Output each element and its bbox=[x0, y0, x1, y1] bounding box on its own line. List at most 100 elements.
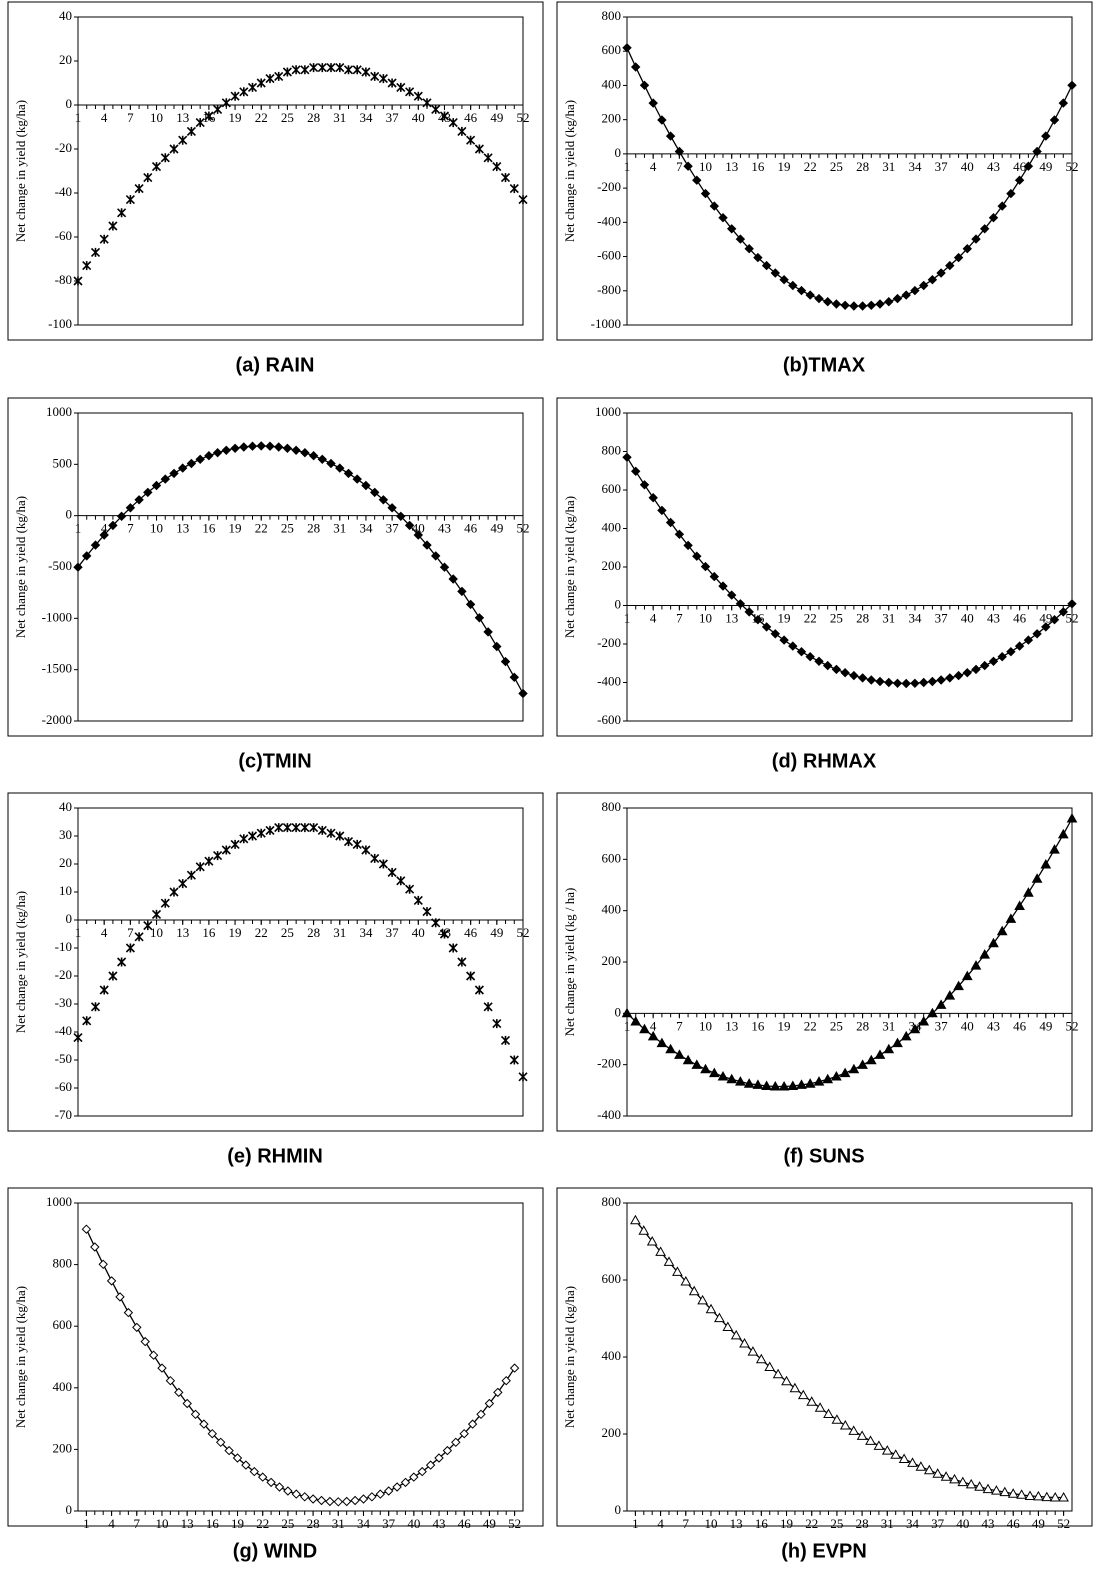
y-tick-label: 1000 bbox=[46, 404, 72, 419]
data-point bbox=[797, 1389, 809, 1400]
data-point bbox=[291, 1489, 302, 1499]
data-point bbox=[325, 1496, 335, 1507]
data-point bbox=[779, 635, 789, 645]
data-point bbox=[979, 224, 990, 234]
data-point bbox=[813, 1076, 825, 1086]
data-point bbox=[849, 670, 859, 681]
data-point bbox=[744, 607, 754, 617]
x-tick-label: 16 bbox=[751, 1018, 765, 1033]
x-tick-label: 4 bbox=[650, 1018, 657, 1033]
data-point bbox=[73, 562, 83, 572]
x-tick-label: 13 bbox=[181, 1516, 194, 1531]
data-point bbox=[282, 443, 293, 454]
x-tick-label: 25 bbox=[281, 1516, 294, 1531]
data-point bbox=[1049, 115, 1060, 125]
data-point bbox=[422, 540, 432, 550]
y-tick-label: 500 bbox=[53, 455, 73, 470]
data-point bbox=[646, 1235, 658, 1246]
chart-title: (h) EVPN bbox=[781, 1540, 867, 1562]
data-point bbox=[953, 980, 964, 991]
data-point bbox=[151, 162, 162, 172]
data-point bbox=[466, 971, 476, 981]
data-point bbox=[239, 87, 249, 97]
data-point bbox=[1014, 641, 1025, 651]
data-point bbox=[116, 511, 127, 522]
y-axis-label: Net change in yield (kg/ha) bbox=[562, 1286, 577, 1428]
data-point bbox=[483, 153, 493, 163]
data-point bbox=[1049, 614, 1060, 625]
x-tick-label: 49 bbox=[1039, 159, 1052, 174]
data-point bbox=[648, 98, 658, 108]
data-point bbox=[910, 285, 920, 296]
chart-title: (d) RHMAX bbox=[772, 750, 877, 772]
data-point bbox=[422, 907, 432, 917]
data-point bbox=[204, 111, 214, 121]
data-point bbox=[918, 1015, 930, 1026]
data-point bbox=[335, 63, 345, 73]
data-point bbox=[195, 862, 205, 872]
x-tick-label: 52 bbox=[517, 521, 530, 536]
data-point bbox=[814, 656, 824, 667]
x-tick-label: 52 bbox=[1066, 610, 1079, 625]
data-point bbox=[230, 91, 240, 101]
data-point bbox=[647, 1030, 659, 1041]
x-tick-label: 4 bbox=[650, 159, 657, 174]
x-tick-label: 4 bbox=[108, 1516, 115, 1531]
data-point bbox=[857, 301, 868, 311]
data-point bbox=[90, 1002, 101, 1012]
data-point bbox=[232, 1453, 243, 1463]
data-point bbox=[125, 503, 136, 513]
x-tick-label: 25 bbox=[830, 1018, 843, 1033]
data-point bbox=[796, 646, 807, 657]
data-point bbox=[971, 664, 981, 675]
data-point bbox=[518, 195, 528, 205]
data-point bbox=[343, 468, 354, 479]
data-point bbox=[413, 895, 423, 905]
x-tick-label: 13 bbox=[176, 521, 189, 536]
x-tick-label: 37 bbox=[386, 521, 400, 536]
plot-area bbox=[77, 1202, 524, 1512]
data-point bbox=[160, 898, 170, 908]
data-point bbox=[755, 1353, 767, 1364]
data-point bbox=[881, 1445, 893, 1455]
data-point bbox=[778, 1080, 790, 1091]
x-tick-label: 49 bbox=[1039, 610, 1052, 625]
data-point bbox=[638, 1225, 650, 1235]
data-point bbox=[430, 551, 441, 561]
data-point bbox=[814, 1402, 826, 1412]
data-point bbox=[308, 1494, 318, 1504]
x-tick-label: 52 bbox=[517, 925, 530, 940]
x-tick-label: 7 bbox=[676, 1018, 683, 1033]
data-point bbox=[875, 676, 885, 687]
data-point bbox=[466, 135, 476, 145]
data-point bbox=[241, 1460, 251, 1470]
data-point bbox=[910, 678, 920, 689]
plot-area bbox=[626, 1202, 1073, 1512]
data-point bbox=[814, 293, 824, 304]
data-point bbox=[186, 458, 197, 469]
x-tick-label: 7 bbox=[134, 1516, 141, 1531]
x-tick-label: 46 bbox=[1007, 1516, 1021, 1531]
data-point bbox=[90, 247, 101, 257]
data-point bbox=[178, 879, 188, 889]
data-point bbox=[125, 195, 135, 205]
data-point bbox=[492, 641, 502, 652]
data-point bbox=[848, 1063, 860, 1074]
data-point bbox=[115, 1292, 125, 1302]
data-point bbox=[274, 1482, 285, 1492]
data-point bbox=[413, 91, 423, 101]
y-tick-label: 200 bbox=[53, 1440, 73, 1455]
y-tick-label: -60 bbox=[55, 228, 72, 243]
y-tick-label: 400 bbox=[602, 519, 622, 534]
x-tick-label: 49 bbox=[490, 110, 503, 125]
y-tick-label: 400 bbox=[602, 76, 622, 91]
data-point bbox=[622, 452, 632, 463]
y-tick-label: -70 bbox=[55, 1107, 72, 1122]
panel-frame bbox=[7, 792, 544, 1132]
data-point bbox=[405, 87, 415, 97]
data-point bbox=[739, 1337, 750, 1348]
data-point bbox=[639, 1023, 650, 1034]
y-tick-label: 600 bbox=[53, 1317, 73, 1332]
data-point bbox=[483, 627, 493, 637]
y-tick-label: 600 bbox=[602, 1271, 622, 1286]
